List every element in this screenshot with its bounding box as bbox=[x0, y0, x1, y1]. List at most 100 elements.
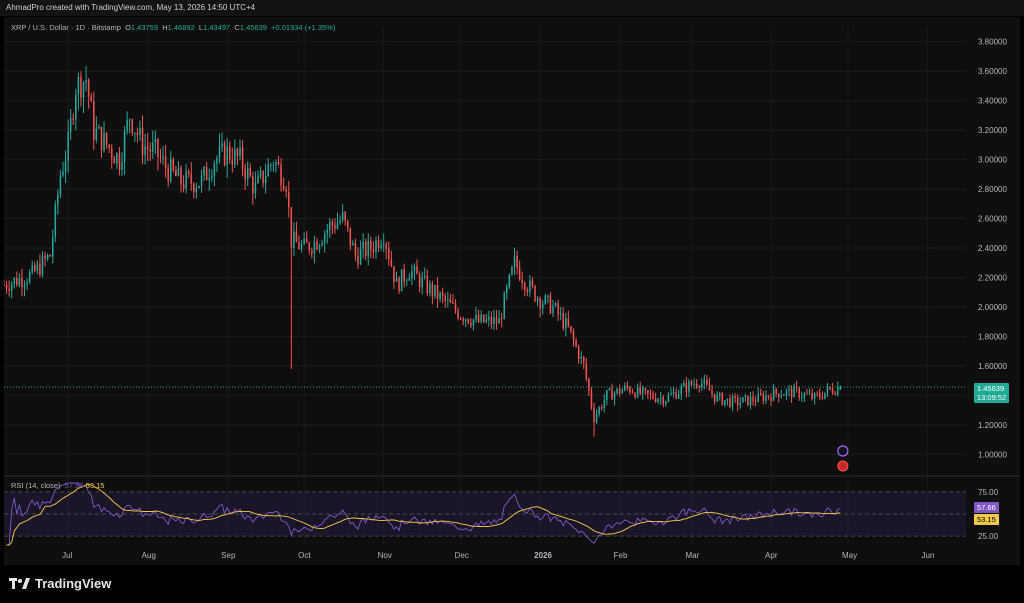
candle-body bbox=[331, 222, 334, 226]
candle-body bbox=[198, 185, 200, 189]
candle-body bbox=[611, 388, 613, 400]
time-tick-label: Oct bbox=[298, 551, 311, 560]
candle-body bbox=[811, 393, 813, 399]
price-tick-label: 2.40000 bbox=[978, 244, 1007, 253]
candle-body bbox=[164, 156, 167, 169]
candle-body bbox=[231, 159, 234, 165]
candle-body bbox=[454, 302, 457, 311]
candle-body bbox=[495, 317, 498, 324]
low-value: 1.43497 bbox=[203, 23, 231, 32]
candle-body bbox=[434, 284, 436, 296]
candle-body bbox=[790, 388, 793, 398]
candle-body bbox=[498, 318, 500, 324]
price-tick-label: 3.80000 bbox=[978, 38, 1007, 47]
candle-body bbox=[44, 255, 46, 259]
candle-body bbox=[116, 153, 118, 164]
candle-body bbox=[503, 293, 506, 319]
rsi-value-tag: 57.66 bbox=[974, 502, 999, 513]
candle-body bbox=[706, 380, 708, 385]
high-value: 1.46892 bbox=[167, 23, 195, 32]
candle-body bbox=[118, 153, 121, 170]
candle-body bbox=[467, 319, 470, 324]
candle-body bbox=[716, 395, 718, 402]
candle-body bbox=[180, 167, 182, 185]
candle-body bbox=[824, 392, 826, 399]
candle-body bbox=[93, 101, 95, 140]
candle-body bbox=[154, 139, 157, 144]
candle-body bbox=[624, 385, 626, 391]
candle-body bbox=[277, 162, 280, 165]
candle-body bbox=[272, 164, 275, 166]
candle-body bbox=[303, 238, 305, 244]
candle-body bbox=[305, 238, 308, 243]
candle-body bbox=[634, 393, 636, 398]
candle-body bbox=[718, 393, 721, 396]
candle-body bbox=[41, 255, 44, 275]
candle-body bbox=[23, 284, 26, 288]
candle-body bbox=[665, 401, 667, 404]
tradingview-logo[interactable]: TradingView bbox=[9, 576, 111, 591]
candle-body bbox=[349, 227, 352, 246]
candle-body bbox=[300, 243, 303, 250]
candle-body bbox=[403, 269, 405, 282]
candle-body bbox=[182, 184, 185, 189]
candle-body bbox=[4, 284, 5, 286]
candle-body bbox=[701, 383, 703, 388]
candle-body bbox=[521, 279, 523, 284]
candle-body bbox=[565, 318, 567, 329]
candle-body bbox=[46, 254, 49, 259]
price-chart-svg[interactable]: 3.80000 3.60000 3.40000 3.20000 3.00000 2.800… bbox=[4, 17, 1020, 565]
candle-body bbox=[557, 303, 559, 315]
time-tick-label: Dec bbox=[455, 551, 469, 560]
rsi-tick-label: 75.00 bbox=[978, 488, 999, 497]
price-tick-label: 3.00000 bbox=[978, 156, 1007, 165]
candle-body bbox=[677, 394, 680, 399]
candle-body bbox=[418, 274, 421, 288]
last-price-tag: 1.45639 13:09:52 bbox=[974, 383, 1010, 403]
title-bar: AhmadPro created with TradingView.com, M… bbox=[0, 0, 1024, 16]
candle-body bbox=[464, 319, 467, 322]
candle-body bbox=[203, 167, 205, 176]
candle-body bbox=[675, 392, 677, 399]
candle-body bbox=[636, 386, 639, 398]
candle-body bbox=[216, 158, 218, 164]
candle-body bbox=[10, 283, 13, 292]
candle-body bbox=[85, 79, 87, 83]
candle-body bbox=[536, 298, 539, 301]
candle-body bbox=[287, 192, 290, 208]
candle-body bbox=[747, 395, 749, 406]
candle-body bbox=[308, 242, 311, 251]
candle-body bbox=[444, 295, 447, 301]
candle-body bbox=[821, 397, 824, 399]
candle-body bbox=[187, 171, 190, 174]
time-tick-label: Apr bbox=[765, 551, 778, 560]
candle-body bbox=[162, 156, 164, 159]
candle-body bbox=[113, 158, 116, 164]
candle-body bbox=[95, 128, 98, 140]
candle-body bbox=[765, 395, 767, 402]
chart-area[interactable]: 3.80000 3.60000 3.40000 3.20000 3.00000 2.800… bbox=[4, 17, 1020, 565]
candle-body bbox=[834, 393, 836, 395]
chart-background bbox=[4, 17, 1020, 565]
candle-body bbox=[531, 280, 534, 286]
candle-body bbox=[241, 147, 244, 169]
candle-body bbox=[382, 244, 385, 246]
candle-body bbox=[131, 119, 134, 134]
open-label: O bbox=[125, 23, 131, 32]
candle-body bbox=[421, 277, 423, 288]
candle-body bbox=[90, 96, 92, 102]
candle-body bbox=[290, 207, 293, 248]
candle-body bbox=[185, 171, 187, 189]
page-title: AhmadPro created with TradingView.com, M… bbox=[6, 3, 256, 12]
candle-body bbox=[839, 387, 842, 390]
candle-body bbox=[257, 175, 259, 183]
candle-body bbox=[5, 285, 8, 289]
candle-body bbox=[239, 147, 241, 156]
candle-body bbox=[644, 388, 647, 391]
candle-body bbox=[270, 164, 272, 166]
candle-body bbox=[390, 259, 393, 267]
candle-body bbox=[513, 255, 516, 267]
candle-body bbox=[336, 222, 339, 229]
candle-body bbox=[388, 249, 390, 260]
candle-body bbox=[695, 384, 698, 387]
